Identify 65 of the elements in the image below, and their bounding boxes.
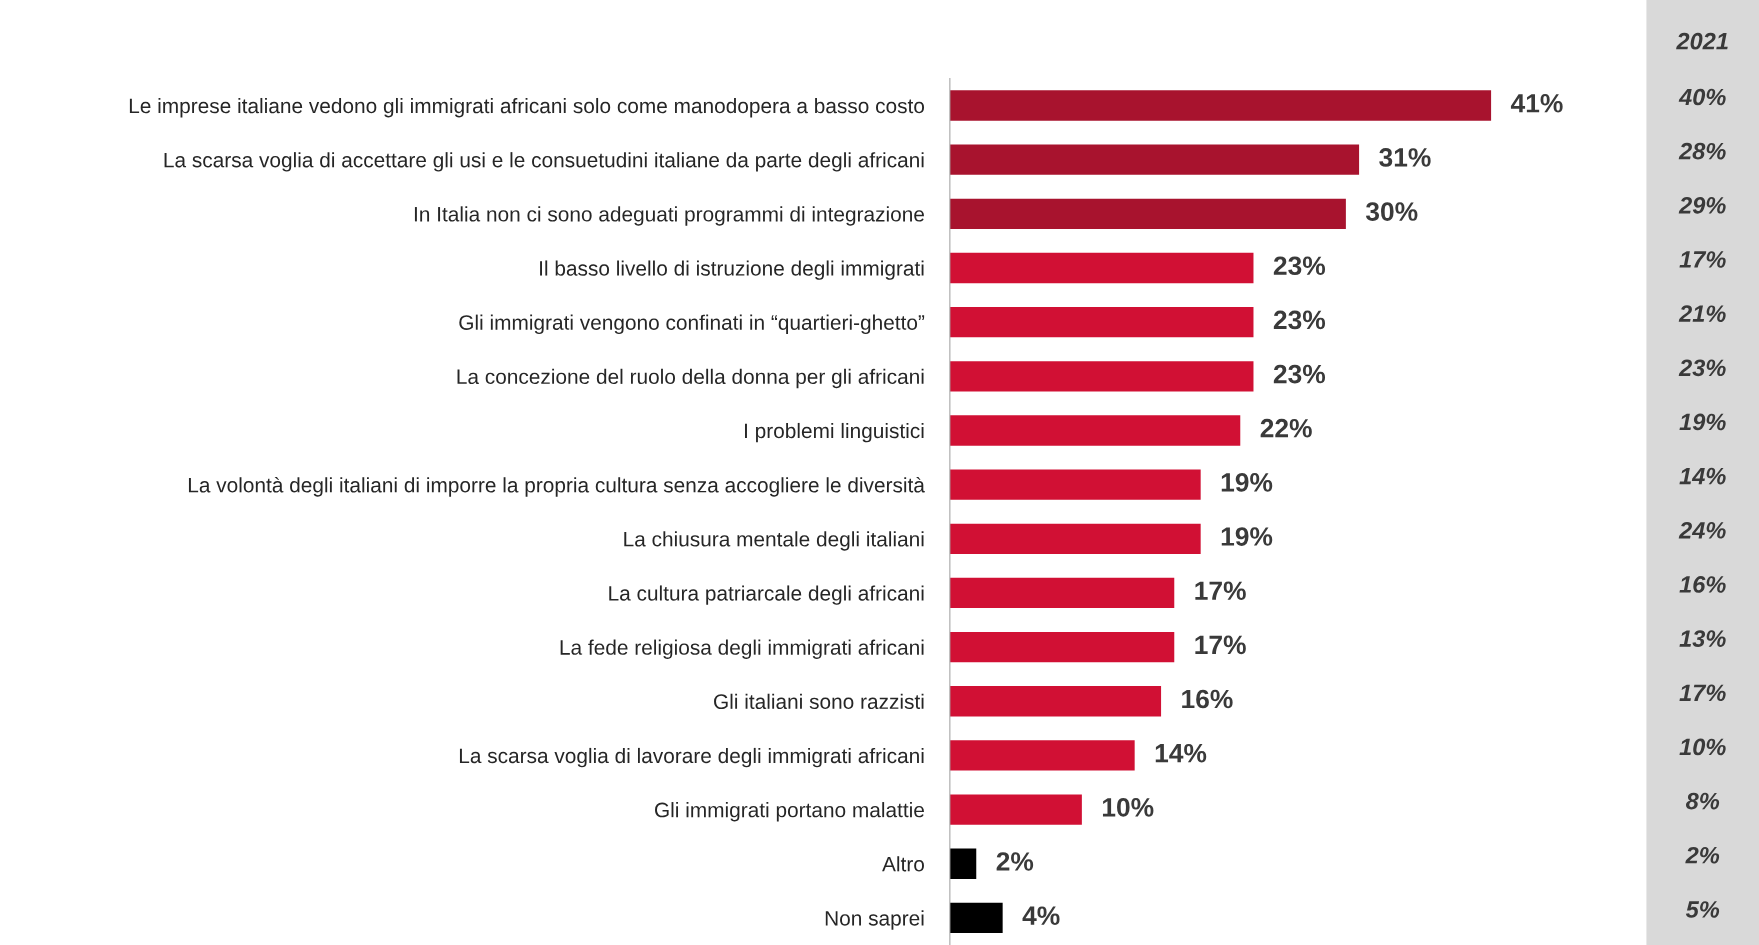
bar <box>949 740 1135 771</box>
data-label: 23% <box>1273 364 1326 384</box>
data-label: 31% <box>1379 148 1431 167</box>
y-tick-label: Altro <box>882 856 924 872</box>
text: 16% <box>1679 576 1726 593</box>
y-tick-label: La scarsa voglia di accettare gli usi e le consuetudini italiane da parte degli africani <box>164 152 924 172</box>
text: 10% <box>1679 738 1726 756</box>
text: 24% <box>1678 521 1726 539</box>
text: 21% <box>1678 305 1726 322</box>
bar <box>949 306 1254 338</box>
y-tick-label: La cultura patriarcale degli africani <box>609 585 924 605</box>
y-tick-label: Gli immigrati portano malattie <box>655 802 924 822</box>
y-tick-label: Le imprese italiane vedono gli immigrati africani solo come manodopera a basso costo <box>129 97 925 118</box>
bar <box>949 90 1492 121</box>
bar <box>949 848 977 879</box>
data-label: 4% <box>1022 906 1060 925</box>
data-label: 10% <box>1102 798 1154 817</box>
text: 40% <box>1678 88 1726 106</box>
y-tick-label: La fede religiosa degli immigrati africani <box>560 639 924 659</box>
bar <box>949 631 1175 663</box>
bar <box>949 144 1360 175</box>
y-tick-label: In Italia non ci sono adeguati programmi di integrazione <box>414 206 924 226</box>
data-label: 23% <box>1273 310 1326 330</box>
bar <box>949 198 1346 229</box>
text: 29% <box>1678 196 1726 214</box>
bar <box>949 415 1241 446</box>
text: 17% <box>1679 251 1726 268</box>
y-tick-label: Gli italiani sono razzisti <box>714 693 924 710</box>
data-label: 14% <box>1155 743 1207 763</box>
data-label: 23% <box>1273 256 1326 276</box>
y-tick-label: La concezione del ruolo della donna per gli africani <box>457 368 924 389</box>
bar <box>949 252 1254 284</box>
text: 2% <box>1685 846 1720 864</box>
data-label: 17% <box>1195 635 1246 655</box>
text: 23% <box>1678 359 1726 377</box>
bar <box>949 686 1162 717</box>
data-label: 2% <box>996 852 1034 871</box>
text: 14% <box>1679 467 1726 485</box>
bar <box>949 577 1175 609</box>
data-label: 16% <box>1182 689 1233 709</box>
data-label: 19% <box>1221 473 1273 492</box>
y-tick-label: Il basso livello di istruzione degli immigrati <box>540 260 924 280</box>
data-label: 19% <box>1221 527 1273 546</box>
bar <box>949 902 1003 934</box>
bar <box>949 361 1254 392</box>
bar <box>949 523 1201 554</box>
bar <box>949 469 1201 500</box>
text: 2021 <box>1676 32 1728 50</box>
data-label: 30% <box>1365 202 1418 221</box>
y-tick-label: La chiusura mentale degli italiani <box>624 531 924 551</box>
y-tick-label: Gli immigrati vengono confinati in “quartieri-ghetto” <box>459 314 925 335</box>
data-label: 41% <box>1510 93 1563 113</box>
text: 17% <box>1679 684 1726 702</box>
y-tick-label: La scarsa voglia di lavorare degli immigrati africani <box>459 747 924 768</box>
text: 19% <box>1679 413 1726 431</box>
text: 5% <box>1685 901 1720 918</box>
text: 28% <box>1678 142 1726 160</box>
data-label: 22% <box>1260 418 1312 438</box>
data-label: 17% <box>1195 581 1246 600</box>
y-tick-label: I problemi linguistici <box>745 422 924 443</box>
bar <box>949 794 1082 825</box>
y-tick-label: Non saprei <box>825 910 924 930</box>
y-tick-label: La volontà degli italiani di imporre la propria cultura senza accogliere le diversità <box>188 476 925 497</box>
text: 13% <box>1679 630 1726 647</box>
text: 8% <box>1685 792 1720 810</box>
